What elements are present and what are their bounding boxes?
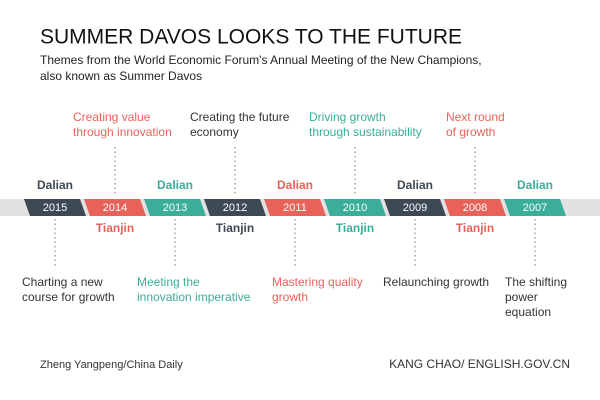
- year-label: 2011: [283, 202, 307, 214]
- city-label: Tianjin: [456, 221, 494, 235]
- city-label: Dalian: [517, 178, 553, 192]
- city-label: Dalian: [397, 178, 433, 192]
- theme-text: The shifting: [505, 275, 567, 289]
- theme-text: power: [505, 290, 538, 304]
- theme-text: of growth: [446, 125, 495, 139]
- theme-text: Charting a new: [22, 275, 103, 289]
- theme-text: course for growth: [22, 290, 115, 304]
- year-label: 2010: [343, 202, 367, 214]
- theme-text: Creating the future: [190, 110, 290, 124]
- year-label: 2014: [103, 202, 127, 214]
- year-segment: [144, 199, 206, 216]
- city-label: Tianjin: [336, 221, 374, 235]
- year-segment: [384, 199, 446, 216]
- theme-text: Meeting the: [137, 275, 200, 289]
- theme-text: through sustainability: [309, 125, 422, 139]
- city-label: Tianjin: [216, 221, 254, 235]
- subtitle: Themes from the World Economic Forum's A…: [40, 53, 482, 67]
- credit: KANG CHAO/ ENGLISH.GOV.CN: [389, 357, 570, 371]
- theme-text: equation: [505, 305, 551, 319]
- city-label: Tianjin: [96, 221, 134, 235]
- year-segment: [504, 199, 566, 216]
- theme-text: Next round: [446, 110, 505, 124]
- theme-text: Driving growth: [309, 110, 386, 124]
- year-label: 2012: [223, 202, 247, 214]
- year-label: 2009: [403, 202, 427, 214]
- credit: Zheng Yangpeng/China Daily: [40, 359, 183, 371]
- theme-text: Relaunching growth: [383, 275, 489, 289]
- year-segment: [84, 199, 146, 216]
- title: SUMMER DAVOS LOOKS TO THE FUTURE: [40, 26, 462, 49]
- year-label: 2015: [43, 202, 67, 214]
- year-label: 2008: [463, 202, 487, 214]
- year-label: 2007: [523, 202, 547, 214]
- year-label: 2013: [163, 202, 187, 214]
- city-label: Dalian: [157, 178, 193, 192]
- year-segment: [24, 199, 86, 216]
- theme-text: economy: [190, 125, 239, 139]
- city-label: Dalian: [277, 178, 313, 192]
- subtitle: also known as Summer Davos: [40, 69, 202, 83]
- year-segment: [264, 199, 326, 216]
- theme-text: Mastering quality: [272, 275, 363, 289]
- year-segment: [324, 199, 386, 216]
- year-segment: [204, 199, 266, 216]
- theme-text: Creating value: [73, 110, 151, 124]
- theme-text: growth: [272, 290, 308, 304]
- year-segment: [444, 199, 506, 216]
- theme-text: through innovation: [73, 125, 172, 139]
- city-label: Dalian: [37, 178, 73, 192]
- theme-text: innovation imperative: [137, 290, 251, 304]
